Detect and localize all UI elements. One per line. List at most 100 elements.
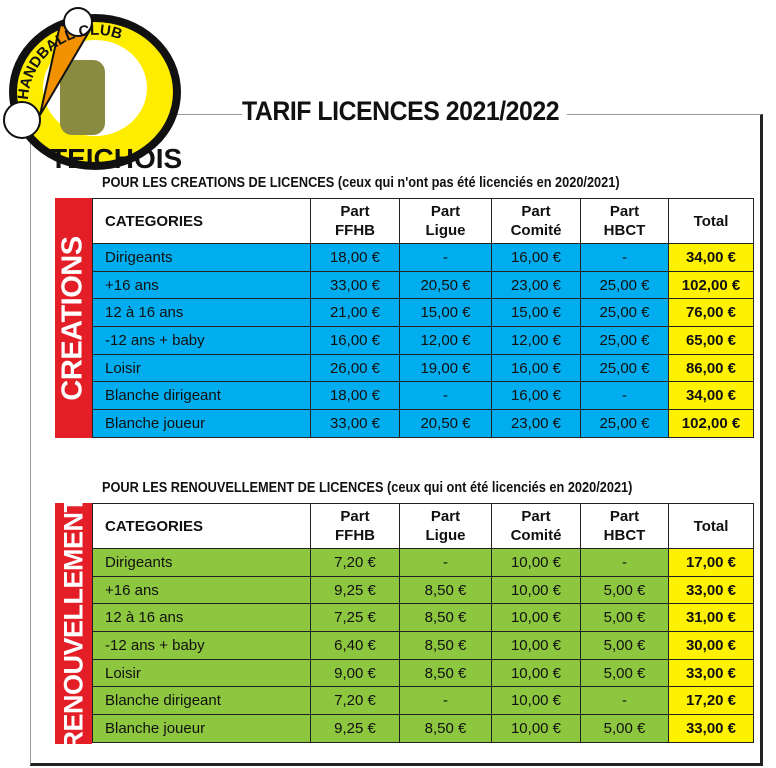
price-cell: 10,00 € xyxy=(491,575,581,605)
price-cell: 15,00 € xyxy=(491,298,581,328)
price-cell: 7,20 € xyxy=(310,548,400,577)
price-cell: - xyxy=(399,686,492,716)
category-cell: Blanche dirigeant xyxy=(92,686,311,716)
price-cell: 16,00 € xyxy=(491,381,581,411)
column-header: CATEGORIES xyxy=(92,503,311,549)
table-row: 12 à 16 ans 7,25 €8,50 €10,00 €5,00 €31,0… xyxy=(92,603,754,633)
total-cell: 17,20 € xyxy=(668,686,754,716)
table-row: Dirigeants 7,20 € -10,00 € -17,00 € xyxy=(92,548,754,577)
price-cell: 7,25 € xyxy=(310,603,400,633)
column-header-text: Total xyxy=(693,212,729,230)
total-cell: 34,00 € xyxy=(668,243,754,272)
table-row: Loisir 9,00 €8,50 €10,00 €5,00 €33,00 € xyxy=(92,658,754,688)
price-cell: 5,00 € xyxy=(580,603,669,633)
price-cell: 5,00 € xyxy=(580,631,669,660)
category-cell: Dirigeants xyxy=(92,243,311,272)
table-row: Blanche dirigeant 7,20 € -10,00 € -17,20 € xyxy=(92,686,754,716)
column-header-text: Part xyxy=(430,508,461,525)
total-cell: 102,00 € xyxy=(668,409,754,438)
category-cell: Loisir xyxy=(92,658,311,688)
category-cell: +16 ans xyxy=(92,575,311,605)
price-cell: 8,50 € xyxy=(399,714,492,743)
column-header-text: Ligue xyxy=(425,527,466,544)
renouvellement-side-label: RENOUVELLEMENT xyxy=(55,496,92,751)
price-cell: 5,00 € xyxy=(580,714,669,743)
column-header-text: Part xyxy=(340,203,370,220)
table-row: +16 ans 33,00 €20,50 €23,00 €25,00 €102,0… xyxy=(92,270,754,300)
column-header: Part Ligue xyxy=(399,503,492,549)
category-cell: Loisir xyxy=(92,353,311,383)
column-header-text: FFHB xyxy=(335,527,375,544)
price-cell: - xyxy=(580,686,669,716)
price-cell: 20,50 € xyxy=(399,270,492,300)
price-cell: 7,20 € xyxy=(310,686,400,716)
price-cell: 16,00 € xyxy=(491,353,581,383)
total-cell: 76,00 € xyxy=(668,298,754,328)
category-cell: Blanche dirigeant xyxy=(92,381,311,411)
price-cell: 33,00 € xyxy=(310,409,400,438)
category-cell: -12 ans + baby xyxy=(92,326,311,355)
column-header-text: Comité xyxy=(510,222,562,239)
table-row: -12 ans + baby 16,00 €12,00 €12,00 €25,00… xyxy=(92,326,754,355)
renouvellement-subtitle: POUR LES RENOUVELLEMENT DE LICENCES (ceu… xyxy=(102,480,633,496)
price-cell: 10,00 € xyxy=(491,548,581,577)
price-cell: - xyxy=(580,381,669,411)
column-header: Part FFHB xyxy=(310,503,400,549)
price-cell: 26,00 € xyxy=(310,353,400,383)
price-cell: 25,00 € xyxy=(580,409,669,438)
price-cell: 33,00 € xyxy=(310,270,400,300)
table-row: 12 à 16 ans 21,00 €15,00 €15,00 €25,00 €7… xyxy=(92,298,754,328)
price-cell: 9,25 € xyxy=(310,575,400,605)
price-cell: 18,00 € xyxy=(310,243,400,272)
price-cell: - xyxy=(399,381,492,411)
column-header-text: CATEGORIES xyxy=(105,517,204,535)
column-header-text: CATEGORIES xyxy=(105,212,204,230)
svg-text:TEICHOIS: TEICHOIS xyxy=(50,143,182,174)
page-title: TARIF LICENCES 2021/2022 xyxy=(242,96,567,127)
column-header-text: HBCT xyxy=(603,527,646,544)
price-cell: 18,00 € xyxy=(310,381,400,411)
price-cell: 8,50 € xyxy=(399,603,492,633)
category-cell: +16 ans xyxy=(92,270,311,300)
price-cell: 9,25 € xyxy=(310,714,400,743)
table-row: +16 ans 9,25 €8,50 €10,00 €5,00 €33,00 € xyxy=(92,575,754,605)
column-header: Part HBCT xyxy=(580,503,669,549)
column-header-text: Total xyxy=(693,517,729,535)
creations-table: CATEGORIES Part FFHB Part Ligue Part Comité Par… xyxy=(92,198,754,438)
header-row: CATEGORIES Part FFHB Part Ligue Part Comité Par… xyxy=(92,198,754,244)
column-header-text: Part xyxy=(521,508,551,525)
price-cell: 25,00 € xyxy=(580,326,669,355)
price-cell: - xyxy=(580,243,669,272)
price-cell: 25,00 € xyxy=(580,270,669,300)
column-header-text: Part xyxy=(609,508,640,525)
price-cell: 15,00 € xyxy=(399,298,492,328)
price-cell: 20,50 € xyxy=(399,409,492,438)
column-header: Part Comité xyxy=(491,503,581,549)
column-header-text: Comité xyxy=(510,527,562,544)
total-cell: 102,00 € xyxy=(668,270,754,300)
price-cell: - xyxy=(399,548,492,577)
column-header: Part FFHB xyxy=(310,198,400,244)
price-cell: 8,50 € xyxy=(399,631,492,660)
column-header: CATEGORIES xyxy=(92,198,311,244)
table-row: Dirigeants 18,00 € -16,00 € -34,00 € xyxy=(92,243,754,272)
category-cell: Dirigeants xyxy=(92,548,311,577)
total-cell: 34,00 € xyxy=(668,381,754,411)
total-cell: 33,00 € xyxy=(668,575,754,605)
category-cell: 12 à 16 ans xyxy=(92,298,311,328)
category-cell: Blanche joueur xyxy=(92,409,311,438)
price-cell: 19,00 € xyxy=(399,353,492,383)
price-cell: 16,00 € xyxy=(491,243,581,272)
column-header-text: FFHB xyxy=(335,222,375,239)
price-cell: 10,00 € xyxy=(491,631,581,660)
column-header: Total xyxy=(668,503,754,549)
price-cell: 10,00 € xyxy=(491,686,581,716)
price-cell: 25,00 € xyxy=(580,298,669,328)
renouvellement-table: CATEGORIES Part FFHB Part Ligue Part Comité Par… xyxy=(92,503,754,743)
total-cell: 30,00 € xyxy=(668,631,754,660)
price-cell: 23,00 € xyxy=(491,409,581,438)
column-header: Part HBCT xyxy=(580,198,669,244)
price-cell: 23,00 € xyxy=(491,270,581,300)
column-header: Part Ligue xyxy=(399,198,492,244)
total-cell: 86,00 € xyxy=(668,353,754,383)
